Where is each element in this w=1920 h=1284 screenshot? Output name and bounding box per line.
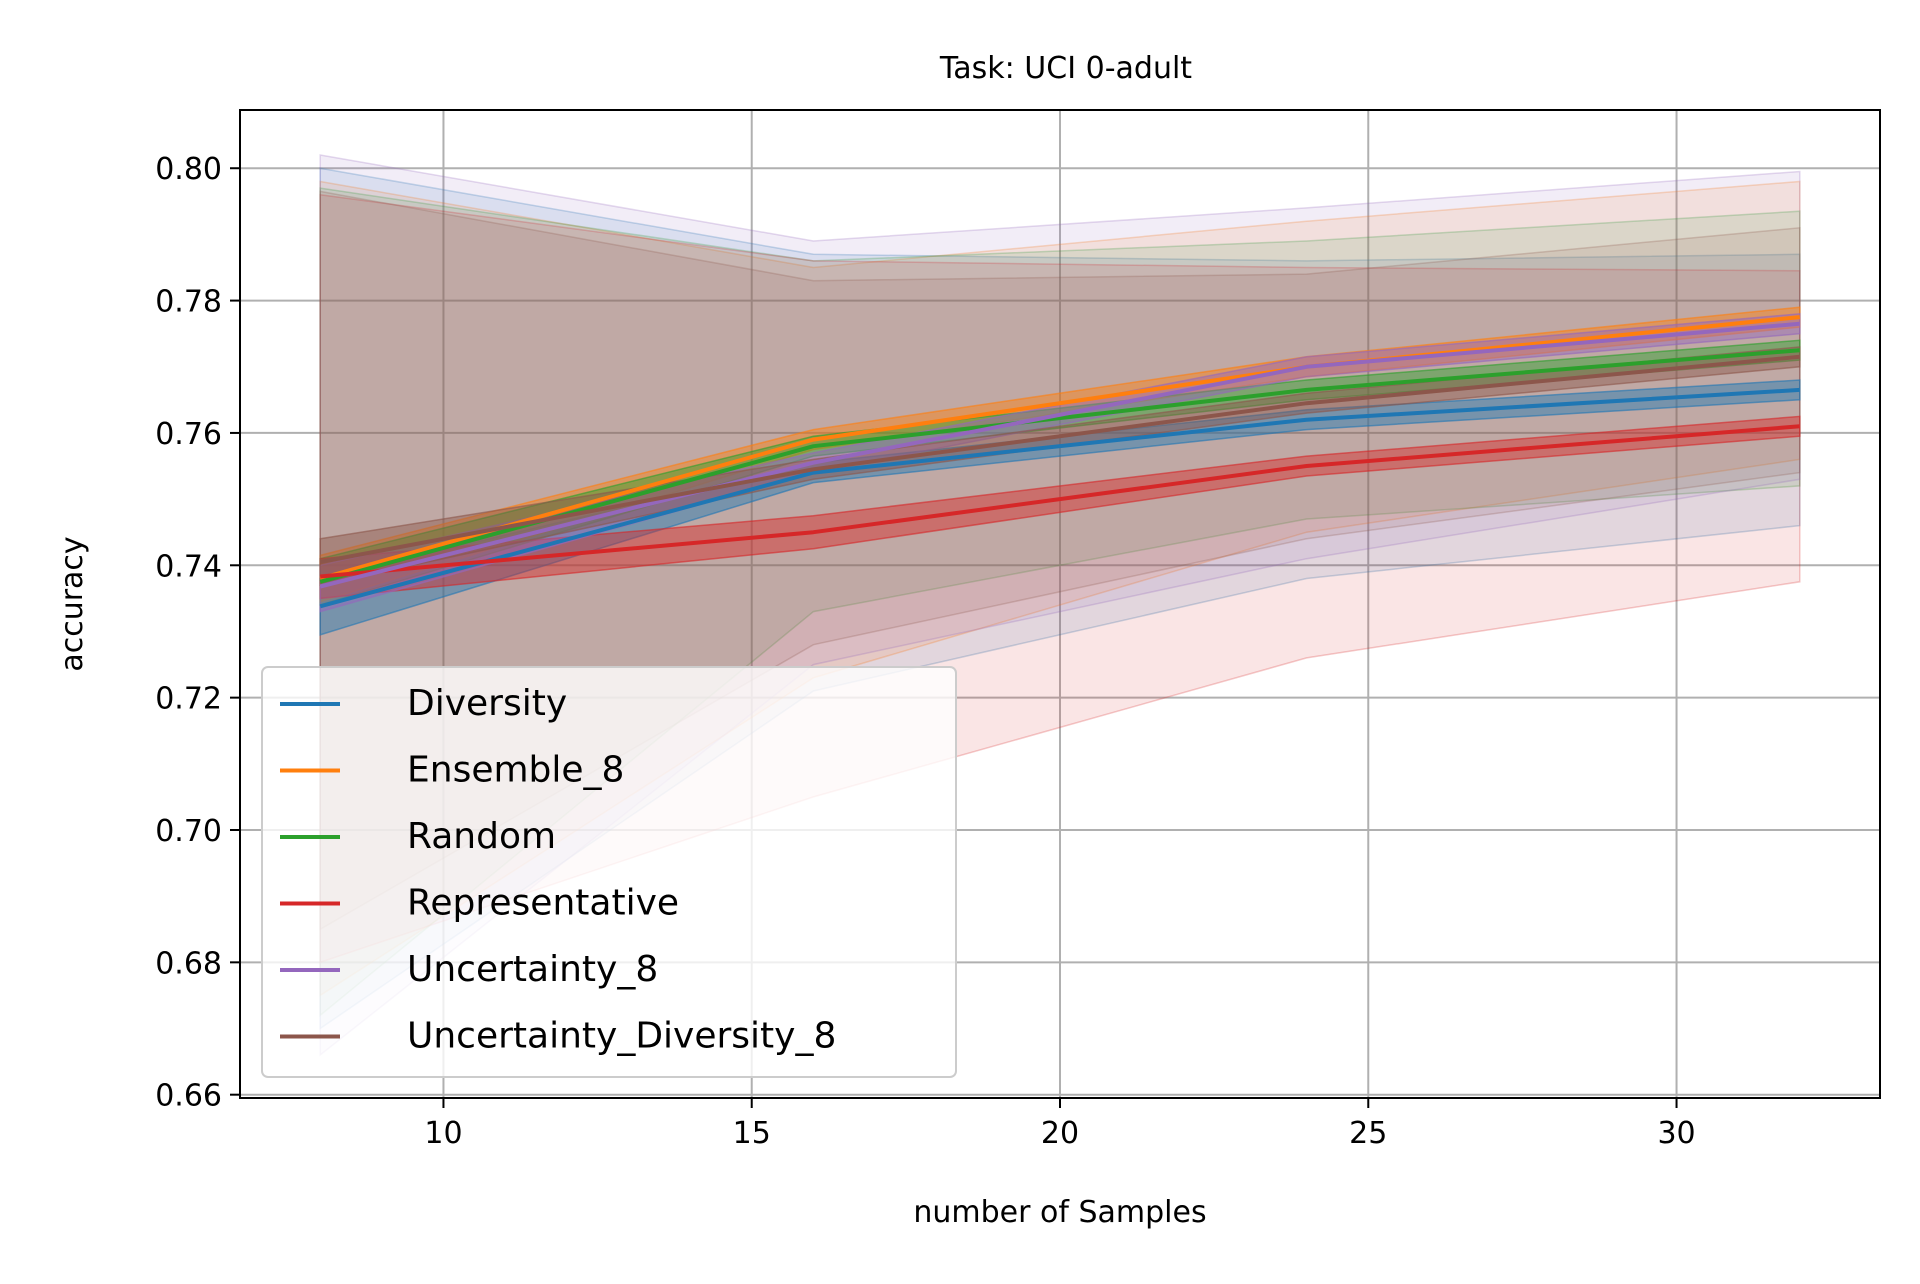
y-tick-label: 0.66 xyxy=(155,1079,222,1114)
legend-label-uncertainty-diversity-8: Uncertainty_Diversity_8 xyxy=(407,1016,836,1057)
legend-label-uncertainty-8: Uncertainty_8 xyxy=(407,949,658,990)
series-line-ensemble-8 xyxy=(319,315,1801,581)
x-tick-label: 15 xyxy=(733,1116,771,1151)
series-line-uncertainty-diversity-8 xyxy=(319,354,1800,564)
mean-band-diversity xyxy=(319,379,1801,636)
x-tick-label: 25 xyxy=(1349,1116,1387,1151)
series-line-representative xyxy=(320,424,1800,579)
legend: Diversity Ensemble_8 Random Representative U… xyxy=(261,666,957,1078)
y-tick-label: 0.80 xyxy=(155,152,222,187)
x-tick-label: 10 xyxy=(424,1116,462,1151)
legend-label-representative: Representative xyxy=(407,883,679,924)
y-axis-label: accuracy xyxy=(55,536,90,671)
mean-band-uncertainty-8 xyxy=(319,312,1801,613)
mean-band-representative xyxy=(319,415,1801,600)
chart-title: Task: UCI 0-adult xyxy=(939,51,1192,86)
legend-label-diversity: Diversity xyxy=(407,683,567,724)
axis-ticks: 10 15 20 25 30 0.66 0.68 0.70 0.72 0.74 0.76 0.78 0.… xyxy=(155,152,1695,1151)
y-tick-label: 0.78 xyxy=(155,285,222,320)
y-tick-label: 0.74 xyxy=(155,549,222,584)
x-tick-label: 30 xyxy=(1657,1116,1695,1151)
x-tick-label: 20 xyxy=(1041,1116,1079,1151)
y-tick-label: 0.72 xyxy=(155,682,222,717)
series-lines xyxy=(319,315,1801,609)
y-tick-label: 0.68 xyxy=(155,946,222,981)
series-line-diversity xyxy=(319,387,1800,609)
series-line-uncertainty-8 xyxy=(319,321,1800,589)
y-tick-label: 0.76 xyxy=(155,417,222,452)
legend-box xyxy=(261,666,957,1078)
x-axis-label: number of Samples xyxy=(913,1195,1206,1230)
y-tick-label: 0.70 xyxy=(155,814,222,849)
legend-label-ensemble-8: Ensemble_8 xyxy=(407,750,624,791)
legend-label-random: Random xyxy=(407,816,556,857)
